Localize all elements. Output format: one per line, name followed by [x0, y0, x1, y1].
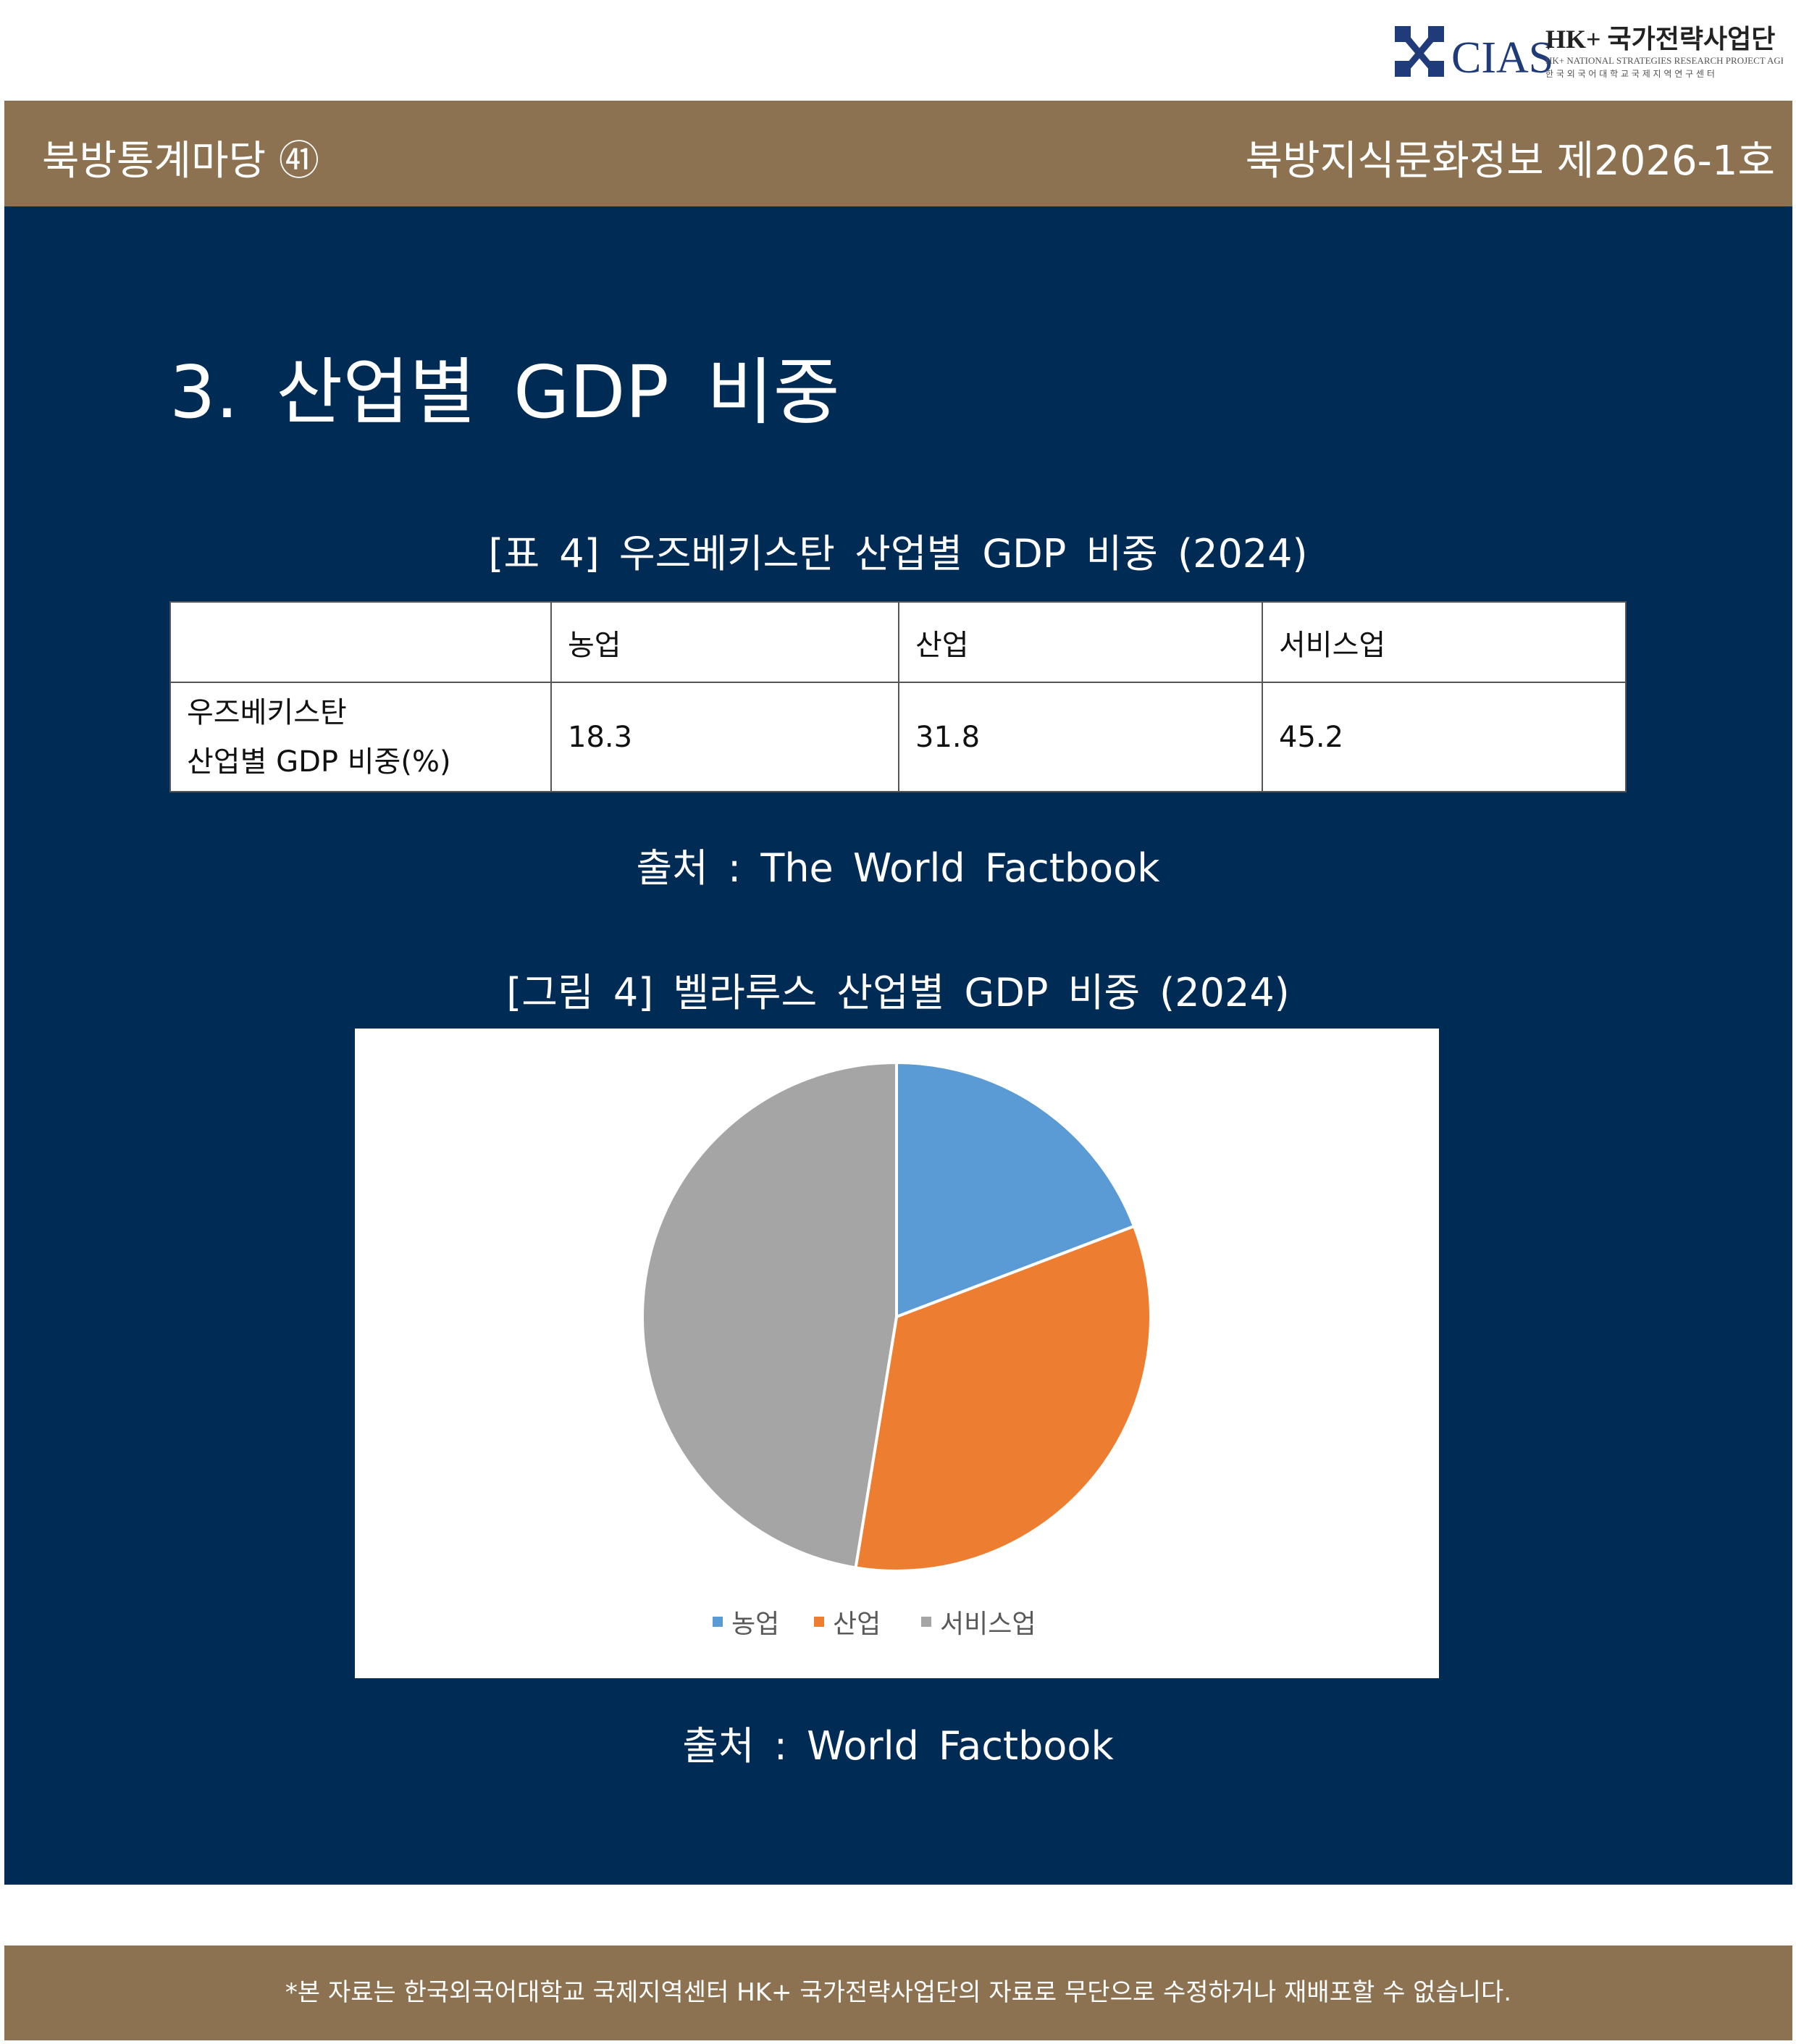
value-cell: 31.8 [898, 682, 1263, 792]
table-source: 출처 : The World Factbook [636, 845, 1160, 891]
series-title: 북방통계마당 ㊶ [42, 138, 319, 185]
footer-notice: *본 자료는 한국외국어대학교 국제지역센터 HK+ 국가전략사업단의 자료로 … [4, 1945, 1792, 2040]
svg-text:HK+ 국가전략사업단: HK+ 국가전략사업단 [1545, 25, 1775, 54]
header-cell: 산업 [898, 601, 1263, 683]
svg-text:CIAS: CIAS [1451, 33, 1553, 83]
header-cell: 농업 [550, 601, 899, 683]
section-title: 3. 산업별 GDP 비중 [169, 350, 840, 435]
pie-chart: 농업 산업 서비스업 [355, 1029, 1439, 1678]
svg-text:한 국 외 국 어 대 학 교 국 제 지 역 연 구: 한 국 외 국 어 대 학 교 국 제 지 역 연 구 센 터 [1545, 69, 1715, 79]
figure-caption: [그림 4] 벨라루스 산업별 GDP 비중 (2024) [506, 970, 1290, 1015]
header-cell: 서비스업 [1262, 601, 1627, 683]
pie-slice-2 [641, 1060, 898, 1570]
table-caption: [표 4] 우즈베키스탄 산업별 GDP 비중 (2024) [488, 531, 1308, 577]
issue-number: 북방지식문화정보 제2026-1호 [1245, 138, 1775, 185]
legend-label: 농업 [731, 1609, 779, 1639]
header-cell [169, 601, 552, 683]
legend-swatch [921, 1617, 931, 1627]
legend-label: 산업 [833, 1609, 881, 1639]
table-header-row: 농업 산업 서비스업 [169, 601, 1627, 683]
page-number: - 5 - [868, 1898, 928, 1933]
value-cell: 45.2 [1262, 682, 1627, 792]
divider [4, 1885, 1792, 1888]
row-label-line: 산업별 GDP 비중(%) [187, 745, 451, 779]
row-label-line: 우즈베키스탄 [187, 695, 347, 729]
legend-swatch [814, 1617, 824, 1627]
svg-text:HK+ NATIONAL STRATEGIES RESEAR: HK+ NATIONAL STRATEGIES RESEARCH PROJECT… [1545, 55, 1783, 66]
pie-slice-1 [854, 1224, 1152, 1572]
figure-source: 출처 : World Factbook [682, 1723, 1114, 1769]
legend-swatch [713, 1617, 723, 1627]
legend-label: 서비스업 [940, 1609, 1036, 1639]
pie-slice-0 [895, 1060, 1136, 1319]
header-band: 북방통계마당 ㊶ 북방지식문화정보 제2026-1호 [4, 101, 1792, 206]
value-cell: 18.3 [550, 682, 899, 792]
logo: CIAS HK+ 국가전략사업단 HK+ NATIONAL STRATEGIES… [1392, 23, 1796, 84]
